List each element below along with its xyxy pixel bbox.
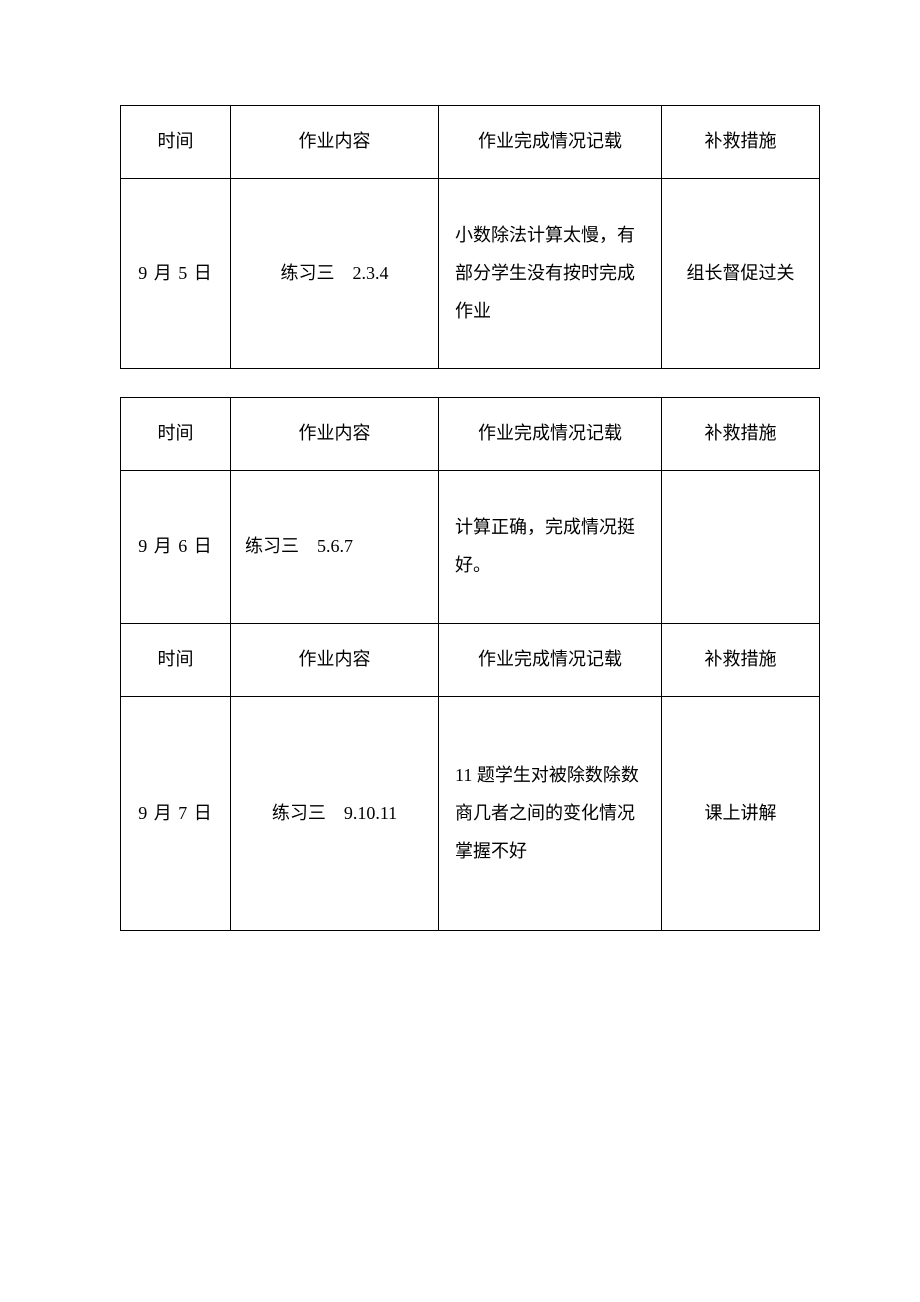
header-content: 作业内容: [231, 106, 439, 179]
cell-remedy: 组长督促过关: [662, 179, 820, 369]
cell-content: 练习三 5.6.7: [231, 471, 439, 624]
table-row: 9 月 7 日 练习三 9.10.11 11 题学生对被除数除数商几者之间的变化…: [121, 696, 820, 930]
table-separator: [120, 369, 800, 397]
table-header-row: 时间 作业内容 作业完成情况记载 补救措施: [121, 398, 820, 471]
header-content: 作业内容: [231, 398, 439, 471]
cell-status: 11 题学生对被除数除数商几者之间的变化情况掌握不好: [439, 696, 662, 930]
header-time: 时间: [121, 623, 231, 696]
table-header-row: 时间 作业内容 作业完成情况记载 补救措施: [121, 623, 820, 696]
cell-status: 小数除法计算太慢，有部分学生没有按时完成作业: [439, 179, 662, 369]
cell-date: 9 月 7 日: [121, 696, 231, 930]
cell-content: 练习三 9.10.11: [231, 696, 439, 930]
header-content: 作业内容: [231, 623, 439, 696]
homework-table-1: 时间 作业内容 作业完成情况记载 补救措施 9 月 5 日 练习三 2.3.4 …: [120, 105, 820, 369]
cell-content: 练习三 2.3.4: [231, 179, 439, 369]
header-time: 时间: [121, 398, 231, 471]
table-row: 9 月 5 日 练习三 2.3.4 小数除法计算太慢，有部分学生没有按时完成作业…: [121, 179, 820, 369]
document-page: 时间 作业内容 作业完成情况记载 补救措施 9 月 5 日 练习三 2.3.4 …: [0, 0, 920, 991]
table-row: 9 月 6 日 练习三 5.6.7 计算正确，完成情况挺好。: [121, 471, 820, 624]
header-status: 作业完成情况记载: [439, 398, 662, 471]
homework-table-2: 时间 作业内容 作业完成情况记载 补救措施 9 月 6 日 练习三 5.6.7 …: [120, 397, 820, 931]
table-header-row: 时间 作业内容 作业完成情况记载 补救措施: [121, 106, 820, 179]
header-remedy: 补救措施: [662, 623, 820, 696]
header-remedy: 补救措施: [662, 106, 820, 179]
header-status: 作业完成情况记载: [439, 106, 662, 179]
header-remedy: 补救措施: [662, 398, 820, 471]
cell-status: 计算正确，完成情况挺好。: [439, 471, 662, 624]
header-time: 时间: [121, 106, 231, 179]
cell-date: 9 月 5 日: [121, 179, 231, 369]
cell-remedy: [662, 471, 820, 624]
cell-date: 9 月 6 日: [121, 471, 231, 624]
header-status: 作业完成情况记载: [439, 623, 662, 696]
cell-remedy: 课上讲解: [662, 696, 820, 930]
